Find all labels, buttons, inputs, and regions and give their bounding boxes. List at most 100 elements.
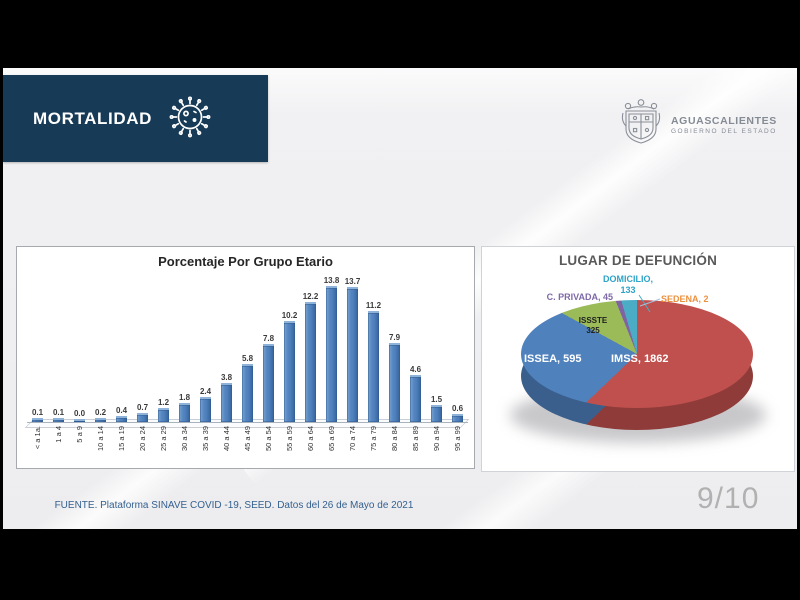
bar-category-label: 55 a 59 — [285, 426, 294, 452]
banner-title: MORTALIDAD — [33, 108, 152, 128]
coat-of-arms-icon — [619, 97, 663, 152]
bar — [74, 419, 85, 422]
bar — [95, 418, 106, 422]
bar-chart-categories: < a 1a. 1 a 4 5 a 9 10 a 14 15 a 19 20 a 24 25… — [27, 424, 468, 465]
bar — [221, 383, 232, 422]
bar-slot: 0.1 — [48, 408, 69, 422]
bar — [452, 414, 463, 422]
bar-value-label: 10.2 — [281, 311, 298, 320]
bar-slot: 12.2 — [300, 292, 321, 422]
category-slot: 55 a 59 — [279, 424, 300, 451]
category-slot: 40 a 44 — [216, 424, 237, 451]
bar-category-label: 30 a 34 — [180, 426, 189, 452]
bar — [200, 397, 211, 422]
pie-label-domicilio: DOMICILIO, 133 — [603, 274, 653, 295]
bar — [305, 302, 316, 422]
bar — [284, 321, 295, 422]
bar — [326, 286, 337, 422]
logo-subtitle: GOBIERNO DEL ESTADO — [671, 127, 777, 135]
pie-label-imss: IMSS, 1862 — [611, 353, 669, 365]
bar-slot: 0.0 — [69, 409, 90, 422]
bar-slot: 1.2 — [153, 398, 174, 422]
bar-category-label: 65 a 69 — [327, 426, 336, 452]
bar-chart-bars: 0.1 0.1 0.0 0.2 0.4 0.7 1.2 1.8 2.4 3.8 5.8 7.8 10.2… — [27, 269, 468, 423]
bar-value-label: 5.8 — [241, 354, 254, 363]
bar-value-label: 13.8 — [323, 276, 340, 285]
category-slot: 5 a 9 — [69, 424, 90, 443]
bar-value-label: 0.2 — [94, 408, 107, 417]
pie-label-issea: ISSEA, 595 — [524, 353, 582, 365]
bar-value-label: 0.7 — [136, 403, 149, 412]
logo-state-name: AGUASCALIENTES — [671, 114, 777, 127]
bar-value-label: 0.0 — [73, 409, 86, 418]
bar — [389, 343, 400, 422]
bar — [410, 375, 421, 422]
bar-value-label: 0.4 — [115, 406, 128, 415]
category-slot: 30 a 34 — [174, 424, 195, 451]
bar-value-label: 3.8 — [220, 373, 233, 382]
bar-slot: 11.2 — [363, 301, 384, 422]
bar-slot: 0.1 — [27, 408, 48, 422]
bar-slot: 13.7 — [342, 277, 363, 422]
bar-category-label: 75 a 79 — [369, 426, 378, 452]
bar-category-label: 45 a 49 — [243, 426, 252, 452]
bar-chart-plot: 0.1 0.1 0.0 0.2 0.4 0.7 1.2 1.8 2.4 3.8 5.8 7.8 10.2… — [24, 269, 470, 428]
bar-category-label: 90 a 94 — [432, 426, 441, 452]
bar-value-label: 1.5 — [430, 395, 443, 404]
bar-value-label: 11.2 — [365, 301, 382, 310]
bar-slot: 0.4 — [111, 406, 132, 422]
bar — [137, 413, 148, 422]
bar-value-label: 12.2 — [302, 292, 319, 301]
bar-category-label: 60 a 64 — [306, 426, 315, 452]
virus-icon — [167, 93, 213, 144]
bar-slot: 0.2 — [90, 408, 111, 422]
bar-slot: 0.7 — [132, 403, 153, 422]
bar-category-label: 20 a 24 — [138, 426, 147, 452]
category-slot: 65 a 69 — [321, 424, 342, 451]
page-indicator: 9/10 — [697, 482, 760, 515]
category-slot: 80 a 84 — [384, 424, 405, 451]
category-slot: 25 a 29 — [153, 424, 174, 451]
bar-value-label: 1.2 — [157, 398, 170, 407]
category-slot: 50 a 54 — [258, 424, 279, 451]
bar-category-label: 70 a 74 — [348, 426, 357, 452]
source-note: FUENTE. Plataforma SINAVE COVID -19, SEE… — [54, 500, 414, 511]
bar-category-label: 25 a 29 — [159, 426, 168, 452]
bar-slot: 2.4 — [195, 387, 216, 422]
bar-value-label: 0.1 — [31, 408, 44, 417]
bar-value-label: 1.8 — [178, 393, 191, 402]
category-slot: < a 1a. — [27, 424, 48, 449]
mortality-banner: MORTALIDAD — [3, 75, 268, 162]
bar-slot: 0.6 — [447, 404, 468, 422]
category-slot: 20 a 24 — [132, 424, 153, 451]
bar — [116, 416, 127, 422]
bar — [347, 287, 358, 422]
pie-chart-title: LUGAR DE DEFUNCIÓN — [558, 253, 718, 268]
bar — [242, 364, 253, 422]
bar-slot: 1.8 — [174, 393, 195, 422]
pie-top — [521, 300, 753, 408]
slide: MORTALIDAD — [3, 68, 797, 529]
category-slot: 10 a 14 — [90, 424, 111, 451]
bar-category-label: < a 1a. — [33, 426, 42, 450]
bar-value-label: 0.1 — [52, 408, 65, 417]
bar-slot: 13.8 — [321, 276, 342, 422]
bar — [263, 344, 274, 422]
bar-category-label: 85 a 89 — [411, 426, 420, 452]
bar-category-label: 40 a 44 — [222, 426, 231, 452]
category-slot: 35 a 39 — [195, 424, 216, 451]
bar-chart-panel: Porcentaje Por Grupo Etario 0.1 0.1 0.0 0.2… — [16, 246, 475, 469]
bar-category-label: 35 a 39 — [201, 426, 210, 452]
bar-slot: 10.2 — [279, 311, 300, 422]
bar-value-label: 0.6 — [451, 404, 464, 413]
category-slot: 70 a 74 — [342, 424, 363, 451]
bar-slot: 3.8 — [216, 373, 237, 422]
bar-value-label: 13.7 — [344, 277, 361, 286]
bar-slot: 7.9 — [384, 333, 405, 422]
bar-category-label: 80 a 84 — [390, 426, 399, 452]
bar — [32, 418, 43, 422]
pie-label-issste: ISSSTE 325 — [578, 316, 608, 335]
bar-category-label: 50 a 54 — [264, 426, 273, 452]
bar — [179, 403, 190, 422]
category-slot: 60 a 64 — [300, 424, 321, 451]
